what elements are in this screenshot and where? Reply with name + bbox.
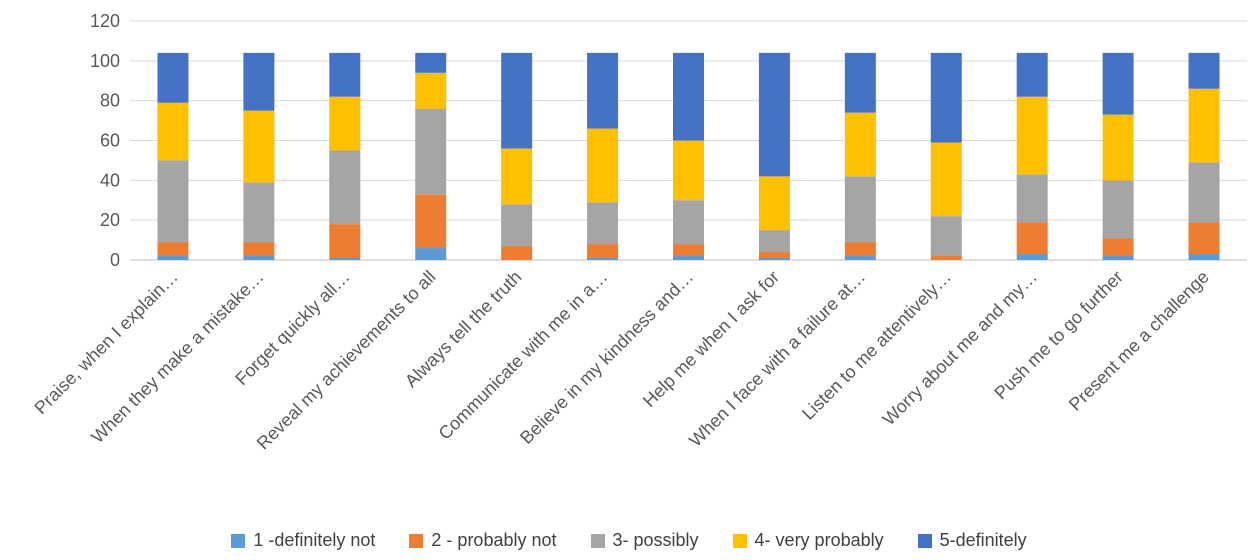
legend-label: 5-definitely (939, 530, 1027, 550)
bar-segment (157, 242, 189, 257)
bar-segment (758, 52, 790, 177)
y-axis: 0 20 40 60 80 100 120 (90, 11, 120, 270)
legend-label: 3- possibly (612, 530, 699, 550)
bar-segment (415, 248, 447, 260)
legend-swatch (917, 533, 932, 548)
bar-segment (501, 204, 533, 247)
bar-segment (1102, 114, 1134, 181)
bar-segment (758, 176, 790, 231)
x-tick-label: Listen to me attentively… (798, 267, 955, 424)
legend-item: 3- possibly (590, 530, 699, 551)
y-tick-label: 20 (100, 210, 120, 230)
bar-segment (415, 52, 447, 73)
bar-segment (329, 224, 361, 259)
bar-stacks (157, 52, 1220, 260)
bar-segment (1016, 222, 1048, 255)
bar-segment (673, 140, 704, 201)
chart-legend: 1 -definitely not 2 - probably not 3- poss… (0, 530, 1258, 551)
bar-segment (844, 112, 876, 177)
bar-segment (844, 256, 876, 260)
legend-label: 1 -definitely not (253, 530, 376, 550)
legend-label: 4- very probably (754, 530, 884, 550)
bar-segment (758, 258, 790, 260)
y-tick-label: 100 (90, 51, 120, 71)
bar-segment (501, 52, 533, 149)
bar-segment (1016, 254, 1048, 260)
x-tick-label: Present me a challenge (1065, 267, 1213, 415)
x-tick-label: When I face with a failure at… (685, 267, 869, 451)
bar-segment (243, 256, 275, 260)
bar-segment (758, 230, 790, 253)
x-tick-label: Praise, when I explain… (30, 267, 181, 418)
bar-segment (587, 128, 619, 203)
bar-segment (329, 52, 361, 97)
legend-item: 4- very probably (732, 530, 884, 551)
bar-segment (243, 242, 275, 257)
bar-segment (501, 148, 533, 205)
bar-segment (415, 108, 447, 195)
bar-segment (758, 252, 790, 259)
bar-segment (329, 150, 361, 225)
bar-segment (930, 256, 962, 260)
bar-segment (844, 52, 876, 113)
bar-segment (1102, 238, 1134, 257)
bar-segment (1102, 256, 1134, 260)
bar-segment (930, 216, 962, 257)
bar-segment (243, 110, 275, 183)
bar-segment (587, 52, 619, 129)
bar-segment (243, 52, 275, 111)
bar-segment (1016, 52, 1048, 97)
bar-segment (1188, 88, 1220, 163)
bar-segment (501, 246, 533, 260)
bar-segment (329, 258, 361, 260)
legend-swatch (590, 533, 605, 548)
bar-segment (930, 142, 962, 217)
bar-segment (157, 52, 189, 103)
bar-segment (587, 202, 619, 245)
x-tick-label: Reveal my achievements to all (253, 267, 440, 454)
bar-segment (1188, 162, 1220, 223)
x-tick-label: When they make a mistake… (87, 267, 267, 447)
bar-segment (1188, 222, 1220, 255)
y-tick-label: 80 (100, 91, 120, 111)
bar-segment (1016, 174, 1048, 223)
y-tick-label: 120 (90, 11, 120, 31)
bar-segment (587, 258, 619, 260)
y-tick-label: 60 (100, 131, 120, 151)
bar-segment (157, 102, 189, 161)
bar-segment (1102, 180, 1134, 239)
bar-segment (673, 200, 704, 245)
bar-segment (587, 244, 619, 259)
legend-swatch (732, 533, 747, 548)
legend-swatch (231, 533, 246, 548)
x-tick-label: Worry about me and my… (879, 267, 1041, 429)
bar-segment (1188, 52, 1220, 89)
bar-segment (673, 52, 704, 141)
bar-segment (157, 256, 189, 260)
bar-segment (1188, 254, 1220, 260)
bar-segment (673, 244, 704, 257)
bar-segment (415, 72, 447, 109)
bar-segment (1016, 96, 1048, 175)
legend-swatch (409, 533, 424, 548)
bar-segment (243, 182, 275, 243)
legend-label: 2 - probably not (431, 530, 557, 550)
bar-segment (415, 194, 447, 249)
x-axis: Praise, when I explain…When they make a … (30, 267, 1212, 454)
legend-item: 5-definitely (917, 530, 1027, 551)
bar-segment (844, 176, 876, 243)
bar-segment (844, 242, 876, 257)
x-tick-label: Believe in my kindness and… (516, 267, 697, 448)
bar-segment (1102, 52, 1134, 115)
y-tick-label: 40 (100, 170, 120, 190)
bar-segment (930, 52, 962, 143)
bar-segment (157, 160, 189, 243)
legend-item: 1 -definitely not (231, 530, 375, 551)
y-tick-label: 0 (110, 250, 120, 270)
bar-segment (673, 256, 704, 260)
x-tick-label: Communicate with me in a… (435, 267, 612, 444)
legend-item: 2 - probably not (409, 530, 557, 551)
bar-segment (329, 96, 361, 151)
